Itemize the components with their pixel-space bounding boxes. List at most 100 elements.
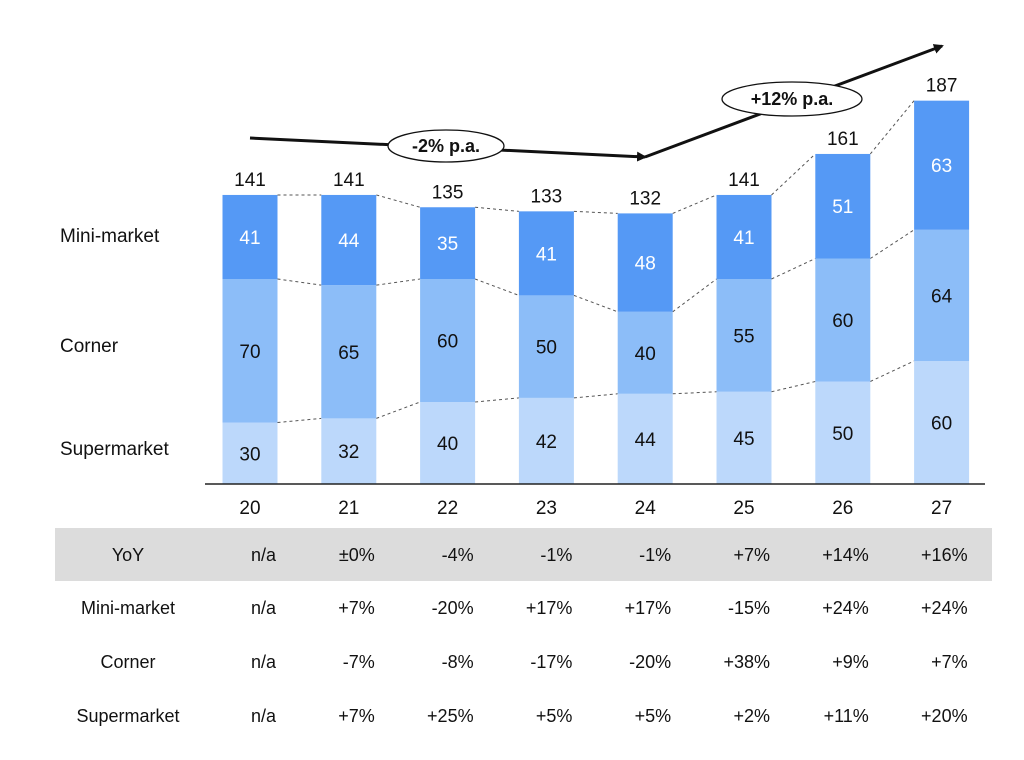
segment-value-label: 50 bbox=[832, 424, 853, 445]
table-cell: +5% bbox=[536, 706, 573, 726]
table-cell: -7% bbox=[343, 652, 375, 672]
x-tick-label: 24 bbox=[635, 498, 657, 519]
connector-line bbox=[771, 153, 816, 196]
bar-total-label: 141 bbox=[333, 170, 365, 191]
x-tick-label: 20 bbox=[239, 498, 260, 519]
segment-value-label: 65 bbox=[338, 343, 359, 364]
segment-value-label: 40 bbox=[437, 434, 458, 455]
segment-value-label: 44 bbox=[635, 430, 657, 451]
connector-line bbox=[869, 100, 915, 155]
table-cell: n/a bbox=[251, 652, 277, 672]
segment-value-label: 35 bbox=[437, 234, 458, 255]
connector-line bbox=[474, 278, 520, 296]
table-cell: -17% bbox=[530, 652, 572, 672]
bar-segment-supermarket-21 bbox=[321, 418, 377, 484]
table-cell: +38% bbox=[723, 652, 770, 672]
segment-value-label: 50 bbox=[536, 338, 557, 359]
table-cell: +16% bbox=[921, 545, 968, 565]
connector-line bbox=[771, 258, 816, 280]
connector-line bbox=[672, 391, 717, 395]
table-cell: +9% bbox=[832, 652, 869, 672]
bar-segment-mini-market-22 bbox=[420, 207, 476, 279]
bar-total-label: 187 bbox=[926, 76, 958, 97]
bar-total-label: 135 bbox=[432, 182, 464, 203]
bar-total-label: 141 bbox=[234, 170, 266, 191]
segment-value-label: 55 bbox=[733, 326, 754, 347]
bar-segment-corner-26 bbox=[815, 258, 871, 382]
bar-segment-mini-market-23 bbox=[518, 211, 574, 296]
bar-segment-supermarket-25 bbox=[716, 391, 772, 484]
x-tick-label: 27 bbox=[931, 498, 952, 519]
bar-segment-corner-24 bbox=[617, 311, 673, 394]
bar-total-label: 161 bbox=[827, 129, 859, 150]
bar-segment-mini-market-24 bbox=[617, 213, 673, 312]
connector-line bbox=[376, 401, 421, 419]
bar-total-label: 132 bbox=[629, 188, 661, 209]
table-cell: n/a bbox=[251, 598, 277, 618]
table-cell: +5% bbox=[635, 706, 672, 726]
table-cell: +7% bbox=[931, 652, 968, 672]
table-row-label: Corner bbox=[100, 652, 155, 672]
connector-line bbox=[870, 360, 915, 382]
bar-segment-supermarket-27 bbox=[914, 361, 970, 484]
series-row-label: Mini-market bbox=[60, 226, 160, 247]
x-tick-label: 21 bbox=[338, 498, 359, 519]
bar-segment-corner-21 bbox=[321, 285, 377, 419]
table-cell: +24% bbox=[822, 598, 869, 618]
connector-line bbox=[475, 206, 519, 212]
connector-line bbox=[573, 210, 618, 214]
callout-bubble-growth bbox=[721, 81, 863, 117]
bar-segment-corner-27 bbox=[914, 229, 970, 361]
table-cell: +7% bbox=[733, 545, 770, 565]
table-cell: ±0% bbox=[339, 545, 375, 565]
table-cell: +17% bbox=[526, 598, 573, 618]
bar-segment-corner-23 bbox=[518, 295, 574, 398]
segment-value-label: 44 bbox=[338, 231, 360, 252]
bar-segment-corner-22 bbox=[420, 279, 476, 402]
segment-value-label: 51 bbox=[832, 197, 853, 218]
series-row-label: Corner bbox=[60, 336, 119, 357]
connector-line bbox=[672, 278, 717, 313]
bar-segment-mini-market-25 bbox=[716, 194, 772, 279]
table-cell: -20% bbox=[432, 598, 474, 618]
bar-segment-supermarket-22 bbox=[420, 402, 476, 484]
connector-line bbox=[573, 294, 618, 313]
x-tick-label: 25 bbox=[733, 498, 754, 519]
connector-line bbox=[771, 381, 816, 393]
segment-value-label: 30 bbox=[239, 444, 260, 465]
segment-value-label: 63 bbox=[931, 156, 952, 177]
x-tick-label: 22 bbox=[437, 498, 458, 519]
callout-text-decline: -2% p.a. bbox=[412, 136, 480, 156]
connector-line bbox=[475, 397, 519, 403]
callout-bubble-decline bbox=[387, 129, 505, 163]
bar-segment-mini-market-27 bbox=[914, 100, 970, 230]
table-cell: n/a bbox=[251, 706, 277, 726]
x-tick-label: 23 bbox=[536, 498, 557, 519]
table-cell: -4% bbox=[442, 545, 474, 565]
table-cell: -8% bbox=[442, 652, 474, 672]
table-cell: +20% bbox=[921, 706, 968, 726]
bar-segment-mini-market-20 bbox=[222, 194, 278, 279]
table-cell: -1% bbox=[540, 545, 572, 565]
table-cell: +7% bbox=[338, 706, 375, 726]
table-cell: +24% bbox=[921, 598, 968, 618]
table-row-label: Supermarket bbox=[76, 706, 179, 726]
table-cell: n/a bbox=[251, 545, 277, 565]
segment-value-label: 60 bbox=[832, 311, 853, 332]
segment-value-label: 41 bbox=[239, 228, 260, 249]
segment-value-label: 60 bbox=[437, 332, 458, 353]
connector-line bbox=[376, 194, 421, 208]
segment-value-label: 48 bbox=[635, 254, 656, 275]
connector-line bbox=[277, 278, 322, 286]
connector-line bbox=[376, 278, 421, 286]
segment-value-label: 45 bbox=[733, 429, 754, 450]
bar-segment-mini-market-21 bbox=[321, 194, 377, 286]
table-cell: +25% bbox=[427, 706, 474, 726]
x-tick-label: 26 bbox=[832, 498, 853, 519]
segment-value-label: 41 bbox=[536, 244, 557, 265]
series-row-label: Supermarket bbox=[60, 439, 169, 460]
segment-value-label: 70 bbox=[239, 342, 260, 363]
bar-segment-supermarket-26 bbox=[815, 381, 871, 484]
bar-segment-supermarket-23 bbox=[518, 397, 574, 484]
